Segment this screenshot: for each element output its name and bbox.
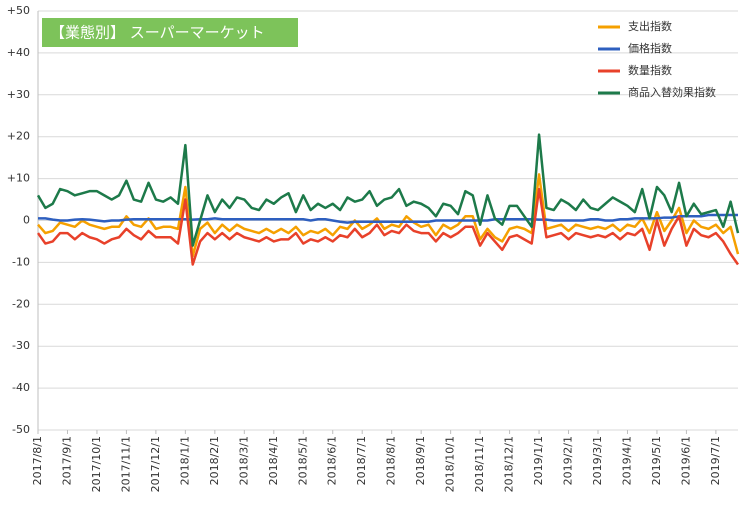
series-line <box>37 173 740 258</box>
x-tick-label: 2019/7/1 <box>709 436 722 485</box>
y-tick-label: -40 <box>12 381 30 394</box>
legend-label: 支出指数 <box>628 19 672 33</box>
legend-label: 数量指数 <box>628 63 672 77</box>
x-tick-label: 2019/2/1 <box>562 436 575 485</box>
x-tick-label: 2018/4/1 <box>267 436 280 485</box>
x-tick-label: 2018/9/1 <box>414 436 427 485</box>
series-line <box>36 187 740 266</box>
x-tick-label: 2018/1/1 <box>178 436 191 485</box>
y-tick-label: +10 <box>7 172 30 185</box>
x-tick-label: 2017/8/1 <box>31 436 44 485</box>
series-line <box>36 133 740 247</box>
x-tick-label: 2017/11/1 <box>119 436 132 492</box>
x-tick-label: 2018/11/1 <box>473 436 486 492</box>
x-tick-label: 2019/5/1 <box>650 436 663 485</box>
y-tick-label: 0 <box>23 214 30 227</box>
x-tick-label: 2017/10/1 <box>90 436 103 492</box>
x-tick-label: 2017/9/1 <box>60 436 73 485</box>
y-tick-label: -30 <box>12 339 30 352</box>
x-tick-label: 2018/7/1 <box>355 436 368 485</box>
x-tick-label: 2018/5/1 <box>296 436 309 485</box>
legend-label: 価格指数 <box>628 41 672 55</box>
series-line <box>38 213 738 224</box>
x-tick-label: 2019/1/1 <box>532 436 545 485</box>
x-tick-label: 2019/4/1 <box>620 436 633 485</box>
y-tick-label: +30 <box>7 88 30 101</box>
x-tick-label: 2019/3/1 <box>591 436 604 485</box>
title-box <box>42 18 298 47</box>
x-tick-label: 2019/6/1 <box>679 436 692 485</box>
y-tick-label: -50 <box>12 423 30 436</box>
x-tick-label: 2018/8/1 <box>385 436 398 485</box>
y-tick-label: -20 <box>12 297 30 310</box>
x-tick-label: 2018/3/1 <box>237 436 250 485</box>
y-tick-label: +40 <box>7 46 30 59</box>
x-tick-label: 2018/2/1 <box>208 436 221 485</box>
y-tick-label: -10 <box>12 255 30 268</box>
y-tick-label: +20 <box>7 130 30 143</box>
x-tick-label: 2018/10/1 <box>444 436 457 492</box>
x-tick-label: 2018/6/1 <box>326 436 339 485</box>
legend-label: 商品入替効果指数 <box>628 85 716 99</box>
y-tick-label: +50 <box>7 4 30 17</box>
chart-title: 【業態別】 スーパーマーケット <box>50 24 265 42</box>
x-tick-label: 2017/12/1 <box>149 436 162 492</box>
x-tick-label: 2018/12/1 <box>503 436 516 492</box>
